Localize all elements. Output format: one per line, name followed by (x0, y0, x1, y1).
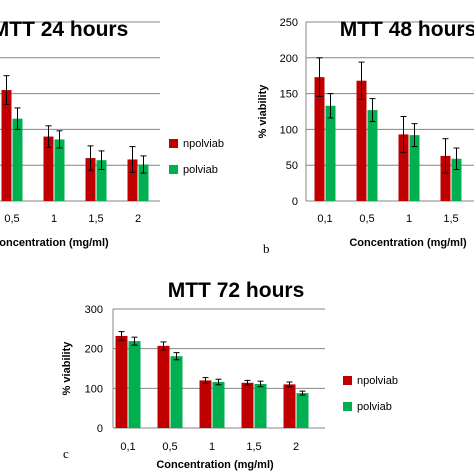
panel-label: b (263, 241, 270, 256)
y-tick-label: 150 (280, 89, 298, 101)
bar-npolviab (157, 345, 170, 428)
legend-swatch-polviab (169, 165, 178, 174)
bar-polviab (96, 160, 107, 201)
bar-npolviab (43, 136, 54, 201)
bar-polviab (170, 356, 183, 428)
bar-npolviab (85, 158, 96, 201)
bar-polviab (128, 341, 141, 428)
chart-panel-48h: 0 50 100 150 200 250 0,1 0,5 1 1,5 MTT 48 hours Con… (257, 17, 474, 256)
x-tick-label: 0,1 (317, 213, 332, 225)
x-tick-label: 0,5 (359, 213, 374, 225)
x-tick-label: 0,1 (120, 441, 135, 453)
bar-polviab (325, 105, 336, 201)
bar-npolviab (241, 382, 254, 428)
legend-label-npolviab: npolviab (357, 375, 398, 387)
bar-polviab (212, 381, 225, 428)
x-tick-label: 1,5 (246, 441, 261, 453)
y-tick-label: 200 (280, 53, 298, 65)
x-tick-label: 1 (406, 213, 412, 225)
bar-polviab (451, 158, 462, 201)
chart-title: MTT 72 hours (168, 279, 305, 302)
bar-polviab (54, 139, 65, 201)
y-tick-label: 100 (85, 383, 103, 395)
y-tick-label: 200 (85, 344, 103, 356)
y-axis-title: % viability (61, 341, 73, 396)
bar-polviab (409, 135, 420, 201)
bar-npolviab (127, 159, 138, 201)
x-tick-label: 1,5 (443, 213, 458, 225)
x-tick-label: 0,5 (4, 213, 19, 225)
y-tick-label: 250 (280, 17, 298, 29)
bar-polviab (254, 383, 267, 428)
bar-npolviab (356, 80, 367, 201)
x-axis-title: Concentration (mg/ml) (0, 237, 109, 249)
y-tick-label: 50 (286, 160, 298, 172)
bar-polviab (138, 164, 149, 201)
legend-swatch-npolviab (169, 139, 178, 148)
bar-npolviab (398, 134, 409, 201)
bar-polviab (367, 110, 378, 201)
bar-npolviab (115, 335, 128, 428)
x-axis-title: Concentration (mg/ml) (349, 237, 467, 249)
bar-npolviab (199, 380, 212, 428)
x-tick-label: 1 (209, 441, 215, 453)
bar-npolviab (440, 155, 451, 201)
bar-polviab (296, 393, 309, 428)
x-tick-label: 1,5 (88, 213, 103, 225)
bar-npolviab (283, 384, 296, 428)
x-tick-label: 0,5 (162, 441, 177, 453)
panel-label: c (63, 446, 69, 461)
y-axis-title: % viability (257, 84, 269, 139)
bar-npolviab (314, 77, 325, 201)
legend-label-polviab: polviab (357, 401, 392, 413)
chart-panel-72h: 0 100 200 300 0,1 0,5 1 1,5 2 MTT 72 hours Concent… (61, 279, 398, 471)
chart-title: MTT 48 hours (340, 18, 474, 41)
chart-panel-24h: 0,5 1 1,5 2 MTT 24 hours Concentration (mg/ml… (0, 18, 224, 249)
y-tick-label: 0 (97, 423, 103, 435)
bar-npolviab (1, 90, 12, 201)
legend-label-npolviab: npolviab (183, 138, 224, 150)
x-tick-label: 2 (293, 441, 299, 453)
chart-title: MTT 24 hours (0, 18, 128, 41)
bar-polviab (12, 118, 23, 201)
legend-swatch-npolviab (343, 376, 352, 385)
y-tick-label: 100 (280, 124, 298, 136)
x-tick-label: 2 (135, 213, 141, 225)
legend-swatch-polviab (343, 402, 352, 411)
x-tick-label: 1 (51, 213, 57, 225)
y-tick-label: 0 (292, 196, 298, 208)
legend-label-polviab: polviab (183, 164, 218, 176)
x-axis-title: Concentration (mg/ml) (156, 459, 274, 471)
y-tick-label: 300 (85, 304, 103, 316)
